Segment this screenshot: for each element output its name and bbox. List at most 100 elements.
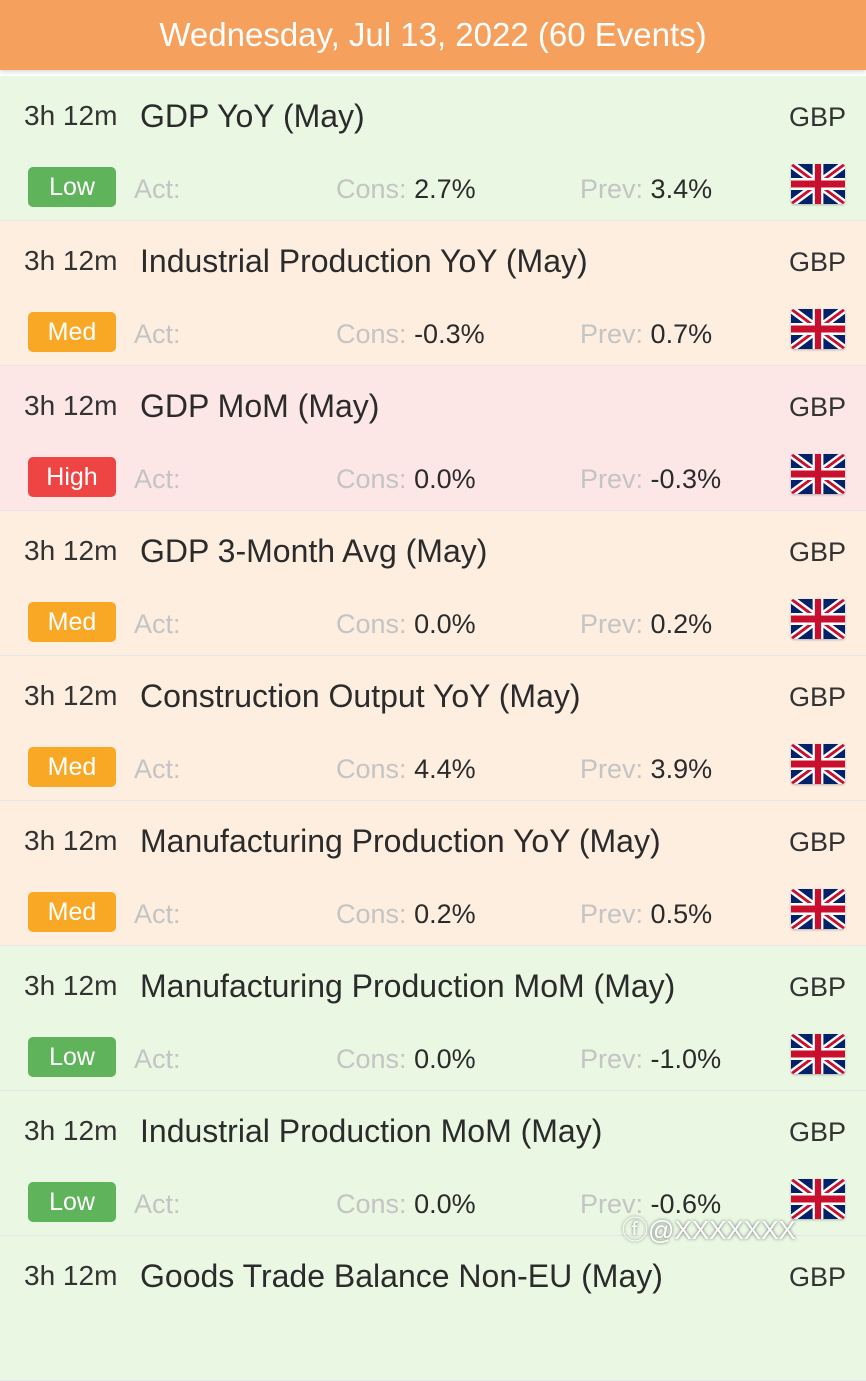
consensus-field: Cons: 2.7%	[336, 174, 476, 205]
watermark-text: @XXXXXXX	[648, 1215, 796, 1245]
event-title: GDP YoY (May)	[140, 98, 365, 134]
consensus-field: Cons: -0.3%	[336, 319, 485, 350]
actual-field: Act:	[134, 899, 181, 930]
event-time: 3h 12m	[24, 1260, 118, 1291]
previous-value: -0.6%	[650, 1189, 722, 1219]
actual-field: Act:	[134, 1189, 181, 1220]
actual-label: Act:	[134, 1044, 181, 1074]
impact-badge: Med	[28, 602, 116, 642]
previous-label: Prev:	[580, 1189, 644, 1219]
event-row[interactable]: 3h 12m Manufacturing Production YoY (May…	[0, 801, 866, 946]
impact-badge: Med	[28, 312, 116, 352]
event-row[interactable]: 3h 12m GDP YoY (May) GBP Low Act: Cons: …	[0, 76, 866, 221]
previous-value: 3.4%	[650, 174, 713, 204]
uk-flag-icon	[791, 164, 845, 204]
consensus-field: Cons: 0.0%	[336, 1044, 476, 1075]
impact-badge: Med	[28, 892, 116, 932]
event-row[interactable]: 3h 12m Goods Trade Balance Non-EU (May) …	[0, 1236, 866, 1381]
event-time: 3h 12m	[24, 970, 118, 1001]
previous-field: Prev: 0.2%	[580, 609, 712, 640]
consensus-value: 0.0%	[414, 464, 476, 494]
event-time: 3h 12m	[24, 100, 118, 131]
consensus-field: Cons: 0.0%	[336, 464, 476, 495]
event-time: 3h 12m	[24, 245, 118, 276]
event-row[interactable]: 3h 12m GDP MoM (May) GBP High Act: Cons:…	[0, 366, 866, 511]
consensus-label: Cons:	[336, 319, 407, 349]
event-time: 3h 12m	[24, 1115, 118, 1146]
actual-label: Act:	[134, 319, 181, 349]
consensus-label: Cons:	[336, 1189, 407, 1219]
event-currency: GBP	[788, 682, 846, 712]
actual-label: Act:	[134, 754, 181, 784]
previous-label: Prev:	[580, 464, 644, 494]
consensus-label: Cons:	[336, 1044, 407, 1074]
consensus-value: 4.4%	[414, 754, 476, 784]
previous-label: Prev:	[580, 899, 644, 929]
previous-label: Prev:	[580, 1044, 644, 1074]
event-currency: GBP	[788, 972, 846, 1002]
actual-field: Act:	[134, 754, 181, 785]
previous-field: Prev: 0.5%	[580, 899, 712, 930]
event-row[interactable]: 3h 12m Construction Output YoY (May) GBP…	[0, 656, 866, 801]
previous-label: Prev:	[580, 754, 644, 784]
event-time: 3h 12m	[24, 390, 118, 421]
impact-badge: High	[28, 457, 116, 497]
impact-badge: Low	[28, 167, 116, 207]
uk-flag-icon	[791, 1034, 845, 1074]
consensus-value: 0.2%	[414, 899, 476, 929]
event-currency: GBP	[788, 827, 846, 857]
watermark: ⓕ@XXXXXXX	[622, 1210, 796, 1247]
consensus-label: Cons:	[336, 464, 407, 494]
event-time: 3h 12m	[24, 825, 118, 856]
event-currency: GBP	[788, 247, 846, 277]
date-header-title: Wednesday, Jul 13, 2022 (60 Events)	[159, 16, 707, 53]
event-title: GDP MoM (May)	[140, 388, 380, 424]
uk-flag-icon	[791, 889, 845, 929]
previous-value: -0.3%	[650, 464, 722, 494]
consensus-value: -0.3%	[414, 319, 485, 349]
event-time: 3h 12m	[24, 680, 118, 711]
event-title: Construction Output YoY (May)	[140, 678, 581, 714]
previous-field: Prev: 3.9%	[580, 754, 712, 785]
previous-label: Prev:	[580, 174, 644, 204]
consensus-value: 2.7%	[414, 174, 476, 204]
previous-value: 0.7%	[650, 319, 713, 349]
event-currency: GBP	[788, 537, 846, 567]
event-title: Industrial Production YoY (May)	[140, 243, 588, 279]
event-currency: GBP	[788, 1117, 846, 1147]
event-row[interactable]: 3h 12m Manufacturing Production MoM (May…	[0, 946, 866, 1091]
event-title: Manufacturing Production MoM (May)	[140, 968, 676, 1004]
actual-label: Act:	[134, 174, 181, 204]
impact-badge: Low	[28, 1182, 116, 1222]
event-row[interactable]: 3h 12m GDP 3-Month Avg (May) GBP Med Act…	[0, 511, 866, 656]
event-title: Manufacturing Production YoY (May)	[140, 823, 661, 859]
actual-label: Act:	[134, 1189, 181, 1219]
uk-flag-icon	[791, 744, 845, 784]
previous-field: Prev: -1.0%	[580, 1044, 721, 1075]
event-title: Goods Trade Balance Non-EU (May)	[140, 1258, 663, 1294]
previous-field: Prev: 3.4%	[580, 174, 712, 205]
event-time: 3h 12m	[24, 535, 118, 566]
uk-flag-icon	[791, 599, 845, 639]
event-list[interactable]: 3h 12m GDP YoY (May) GBP Low Act: Cons: …	[0, 76, 866, 1381]
watermark-logo-icon: ⓕ	[622, 1215, 649, 1245]
consensus-value: 0.0%	[414, 1189, 476, 1219]
previous-field: Prev: -0.3%	[580, 464, 721, 495]
previous-value: 0.5%	[650, 899, 713, 929]
actual-field: Act:	[134, 464, 181, 495]
previous-field: Prev: -0.6%	[580, 1189, 721, 1220]
actual-field: Act:	[134, 174, 181, 205]
consensus-field: Cons: 0.0%	[336, 609, 476, 640]
event-row[interactable]: 3h 12m Industrial Production YoY (May) G…	[0, 221, 866, 366]
event-currency: GBP	[788, 1262, 846, 1292]
uk-flag-icon	[791, 309, 845, 349]
event-currency: GBP	[788, 392, 846, 422]
event-title: Industrial Production MoM (May)	[140, 1113, 603, 1149]
event-row[interactable]: 3h 12m Industrial Production MoM (May) G…	[0, 1091, 866, 1236]
actual-label: Act:	[134, 609, 181, 639]
actual-field: Act:	[134, 609, 181, 640]
consensus-field: Cons: 4.4%	[336, 754, 476, 785]
previous-value: 0.2%	[650, 609, 713, 639]
previous-value: 3.9%	[650, 754, 713, 784]
consensus-value: 0.0%	[414, 609, 476, 639]
